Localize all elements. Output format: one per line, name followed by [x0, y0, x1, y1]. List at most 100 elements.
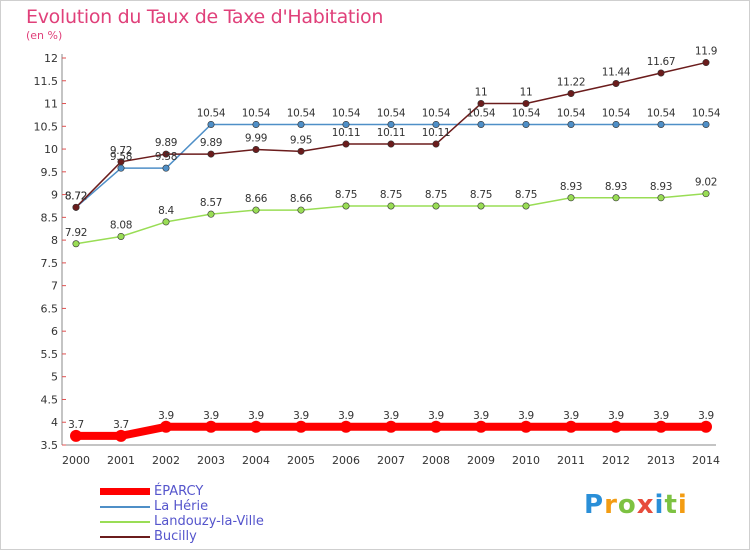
data-point-la-herie	[522, 120, 530, 128]
legend-item-landouzy-la-ville[interactable]: Landouzy-la-Ville	[100, 514, 360, 529]
data-point-eparcy	[70, 429, 82, 442]
data-label-eparcy: 3.7	[113, 419, 129, 431]
data-point-landouzy-la-ville	[162, 218, 170, 226]
data-label-bucilly: 10.11	[422, 127, 451, 139]
data-point-la-herie	[477, 120, 485, 128]
data-point-landouzy-la-ville	[522, 202, 530, 210]
data-point-landouzy-la-ville	[702, 190, 710, 198]
data-label-bucilly: 10.11	[377, 127, 406, 139]
data-point-eparcy	[475, 420, 487, 433]
data-point-la-herie	[702, 120, 710, 128]
data-label-landouzy-la-ville: 8.4	[158, 205, 174, 217]
logo-letter: x	[636, 490, 655, 520]
data-point-landouzy-la-ville	[657, 194, 665, 202]
data-label-la-herie: 10.54	[242, 107, 271, 119]
data-point-bucilly	[432, 140, 440, 148]
y-tick-label: 6.5	[41, 302, 59, 315]
series-line-landouzy-la-ville	[75, 192, 707, 245]
data-point-eparcy	[610, 420, 622, 433]
legend-swatch-bucilly	[100, 536, 150, 538]
data-point-landouzy-la-ville	[477, 202, 485, 210]
data-point-eparcy	[250, 420, 262, 433]
data-point-eparcy	[655, 420, 667, 433]
data-point-la-herie	[657, 120, 665, 128]
data-point-eparcy	[160, 420, 172, 433]
data-point-landouzy-la-ville	[207, 210, 215, 218]
data-label-eparcy: 3.9	[293, 410, 309, 422]
data-label-la-herie: 10.54	[467, 107, 496, 119]
data-point-landouzy-la-ville	[612, 194, 620, 202]
data-point-landouzy-la-ville	[72, 240, 80, 248]
legend-swatch-eparcy	[100, 488, 150, 495]
data-point-la-herie	[207, 120, 215, 128]
legend-swatch-la-herie	[100, 506, 150, 508]
data-label-landouzy-la-ville: 8.75	[425, 189, 447, 201]
data-label-la-herie: 10.54	[332, 107, 361, 119]
x-tick-label: 2000	[62, 454, 90, 467]
data-point-eparcy	[700, 420, 712, 433]
data-label-la-herie: 10.54	[512, 107, 541, 119]
data-label-bucilly: 10.11	[332, 127, 361, 139]
y-tick-label: 9.5	[41, 166, 59, 179]
y-tick-label: 6	[51, 325, 58, 338]
logo-letter: t	[664, 490, 678, 520]
x-tick-label: 2009	[467, 454, 495, 467]
data-label-landouzy-la-ville: 8.57	[200, 197, 222, 209]
data-point-eparcy	[340, 420, 352, 433]
data-label-landouzy-la-ville: 9.02	[695, 177, 717, 189]
data-point-bucilly	[522, 100, 530, 108]
data-label-bucilly: 9.99	[245, 133, 267, 145]
x-tick-label: 2007	[377, 454, 405, 467]
x-tick-label: 2005	[287, 454, 315, 467]
x-tick-label: 2010	[512, 454, 540, 467]
data-point-la-herie	[297, 120, 305, 128]
data-point-eparcy	[520, 420, 532, 433]
data-label-la-herie: 8.72	[65, 190, 87, 202]
data-point-landouzy-la-ville	[432, 202, 440, 210]
data-label-landouzy-la-ville: 8.75	[515, 189, 537, 201]
x-tick-label: 2006	[332, 454, 360, 467]
data-point-bucilly	[612, 79, 620, 87]
data-label-eparcy: 3.9	[653, 410, 669, 422]
data-label-bucilly: 11	[475, 87, 488, 99]
data-label-la-herie: 10.54	[602, 107, 631, 119]
logo-letter: i	[654, 490, 665, 520]
data-label-landouzy-la-ville: 8.93	[560, 181, 582, 193]
legend-item-bucilly[interactable]: Bucilly	[100, 529, 360, 544]
y-tick-label: 7	[51, 280, 58, 293]
data-point-bucilly	[477, 100, 485, 108]
legend-item-la-herie[interactable]: La Hérie	[100, 499, 360, 514]
data-label-eparcy: 3.9	[698, 410, 714, 422]
data-label-eparcy: 3.9	[338, 410, 354, 422]
x-tick-label: 2013	[647, 454, 675, 467]
data-label-bucilly: 9.72	[110, 145, 132, 157]
data-point-la-herie	[567, 120, 575, 128]
data-label-landouzy-la-ville: 8.66	[290, 193, 313, 205]
data-point-eparcy	[205, 420, 217, 433]
data-label-landouzy-la-ville: 8.93	[605, 181, 627, 193]
y-tick-label: 8.5	[41, 211, 59, 224]
x-tick-label: 2014	[692, 454, 720, 467]
proxiti-logo: Proxiti	[584, 490, 688, 520]
data-point-la-herie	[612, 120, 620, 128]
data-label-la-herie: 10.54	[287, 107, 316, 119]
data-label-eparcy: 3.7	[68, 419, 84, 431]
x-tick-label: 2012	[602, 454, 630, 467]
y-tick-label: 4.5	[41, 393, 59, 406]
data-label-eparcy: 3.9	[608, 410, 624, 422]
data-point-eparcy	[295, 420, 307, 433]
data-label-landouzy-la-ville: 8.66	[245, 193, 268, 205]
legend-item-eparcy[interactable]: ÉPARCY	[100, 484, 360, 499]
data-point-bucilly	[702, 59, 710, 67]
data-point-landouzy-la-ville	[342, 202, 350, 210]
data-point-bucilly	[567, 90, 575, 98]
y-tick-label: 10.5	[34, 120, 59, 133]
data-label-bucilly: 11.9	[695, 46, 717, 58]
data-label-la-herie: 10.54	[422, 107, 451, 119]
data-label-landouzy-la-ville: 7.92	[65, 227, 87, 239]
y-tick-label: 9	[51, 189, 58, 202]
data-label-bucilly: 11.44	[602, 66, 631, 78]
x-tick-label: 2001	[107, 454, 135, 467]
data-label-la-herie: 10.54	[557, 107, 586, 119]
